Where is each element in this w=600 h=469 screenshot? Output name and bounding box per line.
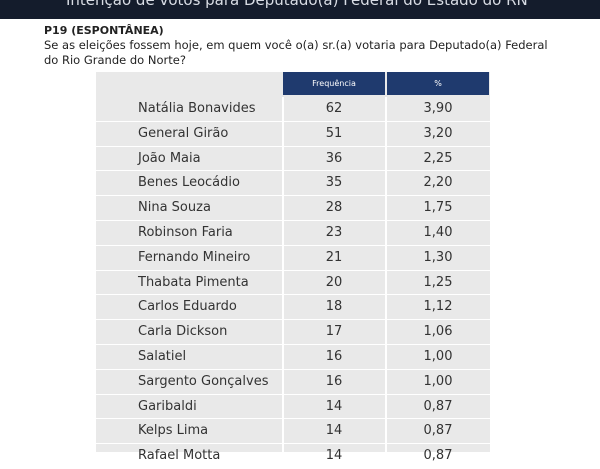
question-text: Se as eleições fossem hoje, em quem você… [44,38,548,67]
row-separator [96,443,490,445]
candidate-name: Carlos Eduardo [138,299,237,315]
column-header: % [387,72,489,95]
candidate-name: Sargento Gonçalves [138,373,269,389]
percent: 0,87 [423,448,453,464]
percent: 0,87 [423,398,453,414]
candidate-name: Garibaldi [138,398,197,414]
percent: 1,00 [423,373,453,389]
percent: 1,06 [423,324,453,340]
table: Frequência% Natália Bonavides 62 3,90 Genera… [96,72,490,469]
percent: 1,75 [423,200,453,216]
row-separator [96,269,490,271]
row-separator [96,418,490,420]
frequency: 16 [325,349,343,364]
percent: 1,12 [423,299,453,315]
percent: 1,30 [423,249,453,265]
frequency: 51 [325,125,343,141]
column-separator [282,97,284,457]
candidate-name: Robinson Faria [138,225,233,240]
frequency: 14 [325,448,343,464]
frequency: 16 [325,373,343,389]
percent: 3,90 [423,101,453,116]
row-separator [96,170,490,172]
frequency: 62 [325,101,343,116]
candidate-name: Thabata Pimenta [138,274,249,290]
percent: 3,20 [423,125,453,141]
candidate-name: General Girão [138,125,229,141]
frequency: 21 [325,249,343,265]
banner: Intenção de votos para Deputado(a) Feder… [0,0,600,19]
candidate-name: Fernando Mineiro [138,249,251,265]
row-separator [96,120,490,122]
frequency: 18 [325,299,343,315]
row-separator [96,393,490,395]
candidate-name: Nina Souza [138,200,211,216]
candidate-name: João Maia [138,150,201,166]
row-separator [96,368,490,370]
candidate-name: Salatiel [138,349,187,364]
frequency: 17 [325,324,343,340]
row-separator [96,220,490,221]
percent: 1,25 [423,274,453,290]
frequency: 35 [325,175,343,191]
percent: 2,20 [423,175,453,191]
candidate-name: Rafael Motta [138,448,221,464]
banner-title: Intenção de votos para Deputado(a) Feder… [66,0,528,9]
column-header: Frequência [283,72,385,95]
row-separator [96,145,490,147]
candidate-name: Carla Dickson [138,324,228,340]
column-separator [385,97,387,457]
candidate-name: Benes Leocádio [138,175,240,191]
percent: 2,25 [423,150,453,166]
frequency: 20 [325,274,343,290]
row-separator [96,319,490,321]
candidate-name: Kelps Lima [138,423,209,439]
row-separator [96,344,490,345]
row-separator [96,195,490,197]
frequency: 36 [325,150,343,166]
frequency: 14 [325,423,343,439]
frequency: 28 [325,200,343,216]
candidate-name: Natália Bonavides [138,101,256,116]
frequency: 14 [325,398,343,414]
percent: 0,87 [423,423,453,439]
row-separator [96,294,490,296]
row-separator [96,244,490,246]
frequency: 23 [325,225,343,240]
percent: 1,40 [423,225,453,240]
percent: 1,00 [423,349,453,364]
question-label: P19 (ESPONTÂNEA) [44,24,164,37]
